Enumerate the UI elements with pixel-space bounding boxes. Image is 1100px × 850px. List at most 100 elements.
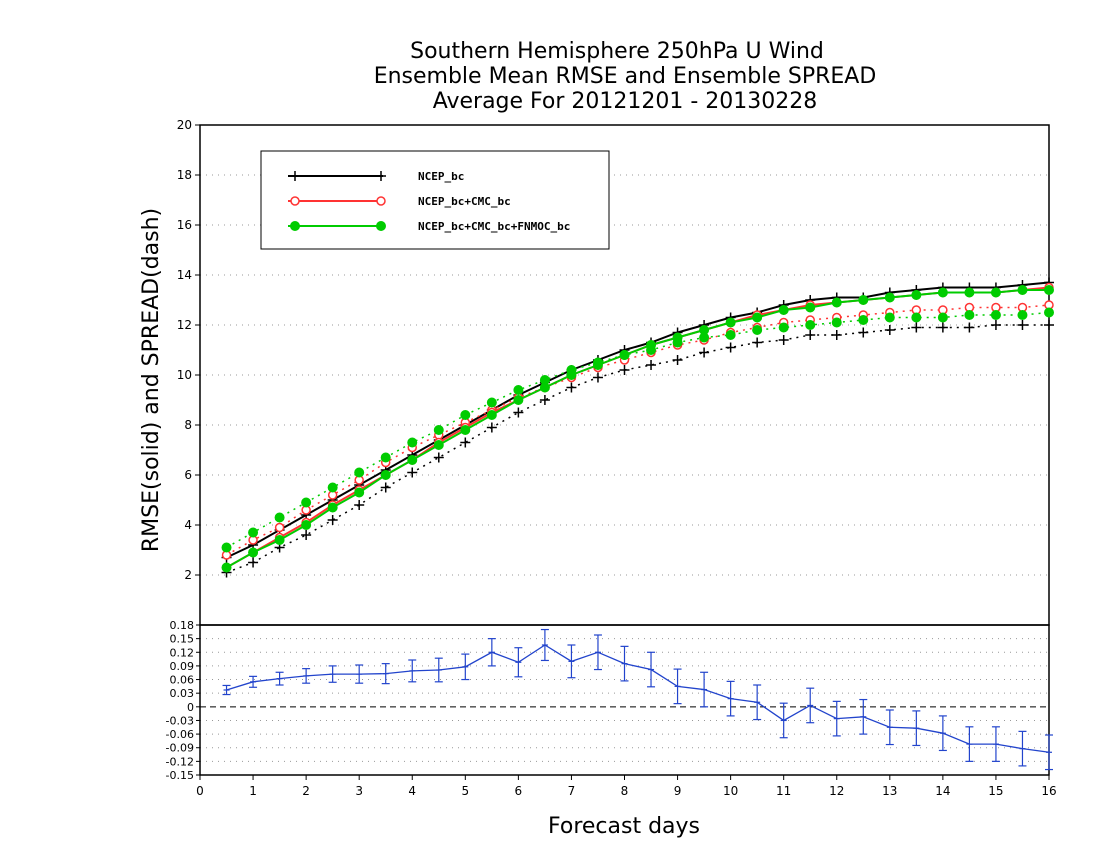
rmse-line — [226, 281, 1050, 559]
y-tick-label: 0.15 — [170, 633, 195, 646]
data-point — [725, 317, 736, 328]
data-point — [805, 302, 816, 313]
y-tick-label: -0.15 — [166, 769, 194, 782]
x-tick-label: 2 — [302, 784, 310, 798]
data-point — [274, 512, 285, 523]
data-point — [937, 287, 948, 298]
y-tick-label: -0.09 — [166, 742, 194, 755]
x-tick-label: 13 — [882, 784, 897, 798]
data-point — [327, 482, 338, 493]
data-point — [858, 315, 869, 325]
y-tick-label: -0.12 — [166, 755, 194, 768]
title-line-2: Ensemble Mean RMSE and Ensemble SPREAD — [374, 64, 877, 89]
x-tick-label: 12 — [829, 784, 844, 798]
difference-line — [226, 644, 1050, 753]
data-point — [990, 287, 1001, 298]
main-plot: 2 4 6 8 10 12 14 16 18 20 — [177, 118, 1054, 626]
y-tick-label: 0.03 — [170, 687, 195, 700]
data-point — [725, 330, 736, 340]
rmse-line — [226, 289, 1049, 569]
y-tick-label: 18 — [177, 168, 192, 182]
data-point — [752, 325, 763, 335]
data-point — [1044, 307, 1054, 318]
y-tick-label: 20 — [177, 118, 192, 132]
data-point — [778, 305, 789, 315]
data-point — [592, 360, 603, 370]
data-point — [831, 317, 842, 328]
data-point — [619, 350, 630, 360]
data-point — [248, 527, 259, 538]
spread-line — [226, 304, 1050, 556]
data-point — [1044, 285, 1054, 295]
x-tick-label: 9 — [674, 784, 682, 798]
title-line-3: Average For 20121201 - 20130228 — [433, 89, 818, 114]
y-tick-label: 0 — [187, 701, 194, 714]
data-point — [301, 497, 312, 508]
x-tick-label: 10 — [723, 784, 738, 798]
y-tick-label: 12 — [177, 318, 192, 332]
x-tick-label: 0 — [196, 784, 204, 798]
data-point — [327, 502, 338, 513]
series-NCEP_bc+CMC_bc — [221, 282, 1054, 573]
legend-label: NCEP_bc+CMC_bc — [418, 195, 511, 208]
data-point — [884, 292, 895, 303]
y-tick-label: 0.12 — [170, 646, 195, 659]
data-point — [433, 425, 444, 435]
data-point — [380, 452, 391, 463]
spread-line — [226, 311, 1050, 549]
y-tick-label: 10 — [177, 368, 192, 382]
x-tick-label: 5 — [461, 784, 469, 798]
data-point — [805, 320, 816, 330]
legend: NCEP_bc NCEP_bc+CMC_bc NCEP_bc+CMC_bc+FNMO… — [260, 150, 610, 250]
data-point — [778, 322, 789, 333]
data-point — [911, 290, 922, 300]
y-tick-label: -0.06 — [166, 728, 194, 741]
data-point — [290, 221, 300, 231]
x-tick-label: 4 — [408, 784, 416, 798]
x-tick-label: 7 — [568, 784, 576, 798]
data-point — [752, 312, 763, 323]
data-point — [964, 287, 975, 298]
legend-label: NCEP_bc+CMC_bc+FNMOC_bc — [418, 220, 570, 233]
data-point — [964, 310, 975, 320]
data-point — [858, 295, 869, 305]
data-point — [380, 470, 391, 480]
y-axis-title: RMSE(solid) and SPREAD(dash) — [139, 208, 164, 552]
y-tick-label: 2 — [184, 568, 192, 582]
data-point — [513, 385, 524, 395]
data-point — [274, 522, 285, 533]
data-point — [460, 410, 471, 420]
data-point — [937, 312, 948, 323]
data-point — [1017, 285, 1028, 295]
y-tick-label: 14 — [177, 268, 192, 282]
data-point — [376, 221, 386, 231]
title-line-1: Southern Hemisphere 250hPa U Wind — [410, 39, 824, 64]
chart-title: Southern Hemisphere 250hPa U Wind Ensemb… — [374, 39, 877, 114]
data-point — [354, 487, 365, 498]
x-tick-label: 16 — [1041, 784, 1056, 798]
data-point — [407, 437, 418, 448]
x-tick-label: 3 — [355, 784, 363, 798]
y-tick-label: 8 — [184, 418, 192, 432]
data-point — [433, 440, 444, 450]
data-point — [513, 395, 524, 405]
data-point — [290, 196, 300, 206]
data-point — [486, 410, 497, 420]
data-point — [221, 562, 232, 573]
data-point — [990, 310, 1001, 320]
data-point — [539, 382, 550, 393]
data-point — [354, 467, 365, 478]
data-point — [407, 455, 418, 465]
data-point — [672, 332, 683, 343]
data-point — [911, 312, 922, 323]
data-point — [486, 397, 497, 408]
series-NCEP_bc+CMC_bc+FNMOC_bc — [221, 285, 1054, 573]
rmse-line — [226, 286, 1050, 569]
x-tick-label: 14 — [935, 784, 950, 798]
legend-label: NCEP_bc — [418, 170, 464, 183]
y-tick-label: 16 — [177, 218, 192, 232]
x-tick-label: 6 — [515, 784, 523, 798]
data-point — [566, 370, 577, 380]
y-tick-label: 0.06 — [170, 674, 195, 687]
